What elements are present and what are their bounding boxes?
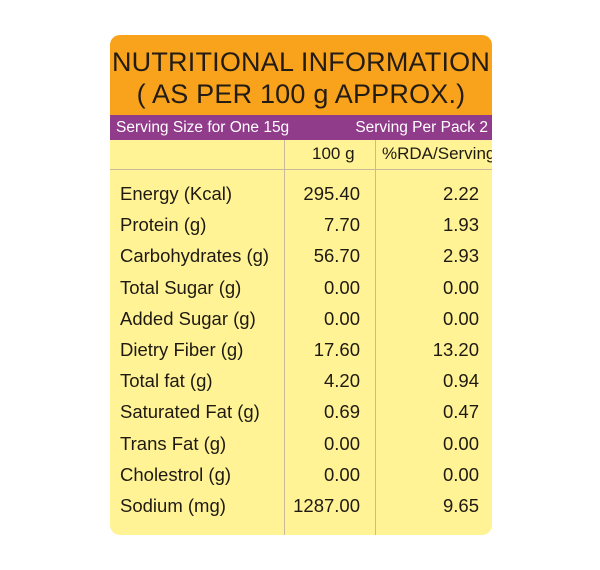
nutrient-per-100g: 0.00 <box>323 432 360 454</box>
column-divider <box>284 140 285 535</box>
nutrition-label: NUTRITIONAL INFORMATION ( AS PER 100 g A… <box>110 35 492 535</box>
nutrient-rda-per-serving: 2.22 <box>442 183 479 204</box>
nutrient-rda-per-serving: 0.00 <box>442 463 479 485</box>
nutrient-name: Total fat (g) <box>120 370 213 392</box>
table-row: Sodium (mg) 1287.00 9.65 <box>110 490 492 521</box>
nutrient-per-100g: 0.00 <box>323 307 360 329</box>
nutrient-name: Sodium (mg) <box>120 494 226 516</box>
nutrient-rda-per-serving: 0.94 <box>442 370 479 392</box>
nutrient-per-100g: 1287.00 <box>293 494 360 516</box>
table-row: Carbohydrates (g) 56.70 2.93 <box>110 240 492 271</box>
table-body: Energy (Kcal) 295.40 2.22 Protein (g) 7.70 1.… <box>110 178 492 521</box>
nutrient-name: Protein (g) <box>120 214 207 236</box>
nutrient-name: Dietry Fiber (g) <box>120 338 244 360</box>
nutrient-rda-per-serving: 0.00 <box>442 276 479 298</box>
nutrient-per-100g: 56.70 <box>313 245 360 267</box>
nutrient-name: Added Sugar (g) <box>120 307 256 329</box>
nutrient-name: Cholestrol (g) <box>120 463 232 485</box>
nutrition-table: 100 g %RDA/Serving Energy (Kcal) 295.40 2.… <box>110 140 492 535</box>
table-row: Trans Fat (g) 0.00 0.00 <box>110 428 492 459</box>
nutrient-rda-per-serving: 2.93 <box>442 245 479 267</box>
column-header-100g: 100 g <box>312 144 355 163</box>
header-title: NUTRITIONAL INFORMATION <box>111 47 491 77</box>
nutrient-name: Trans Fat (g) <box>120 432 227 454</box>
table-row: Total fat (g) 4.20 0.94 <box>110 365 492 396</box>
nutrient-rda-per-serving: 9.65 <box>442 494 479 516</box>
nutrient-rda-per-serving: 0.00 <box>442 307 479 329</box>
nutrient-name: Total Sugar (g) <box>120 276 242 298</box>
nutrient-rda-per-serving: 0.47 <box>442 401 479 423</box>
nutrient-per-100g: 17.60 <box>313 338 360 360</box>
nutrient-rda-per-serving: 0.00 <box>442 432 479 454</box>
nutrient-per-100g: 0.69 <box>323 401 360 423</box>
serving-per-pack-label: Serving Per Pack 2 <box>355 119 488 136</box>
nutrient-per-100g: 4.20 <box>323 370 360 392</box>
column-divider <box>375 140 376 535</box>
table-row: Total Sugar (g) 0.00 0.00 <box>110 272 492 303</box>
header-subtitle: ( AS PER 100 g APPROX.) <box>136 79 466 109</box>
nutrient-name: Energy (Kcal) <box>120 183 233 204</box>
nutrient-rda-per-serving: 13.20 <box>432 338 479 360</box>
serving-info-bar: Serving Size for One 15g Serving Per Pac… <box>110 115 492 140</box>
nutrient-per-100g: 295.40 <box>303 183 360 204</box>
nutrient-per-100g: 0.00 <box>323 276 360 298</box>
table-row: Protein (g) 7.70 1.93 <box>110 209 492 240</box>
nutrient-name: Carbohydrates (g) <box>120 245 270 267</box>
nutrition-header: NUTRITIONAL INFORMATION ( AS PER 100 g A… <box>110 35 492 115</box>
nutrient-name: Saturated Fat (g) <box>120 401 260 423</box>
table-row: Cholestrol (g) 0.00 0.00 <box>110 459 492 490</box>
table-row: Saturated Fat (g) 0.69 0.47 <box>110 396 492 427</box>
nutrient-rda-per-serving: 1.93 <box>442 214 479 236</box>
nutrient-per-100g: 0.00 <box>323 463 360 485</box>
table-row: Added Sugar (g) 0.00 0.00 <box>110 303 492 334</box>
table-header-row: 100 g %RDA/Serving <box>110 140 492 170</box>
column-header-rda: %RDA/Serving <box>382 144 492 163</box>
table-row: Energy (Kcal) 295.40 2.22 <box>110 178 492 209</box>
nutrient-per-100g: 7.70 <box>323 214 360 236</box>
serving-size-label: Serving Size for One 15g <box>116 119 290 136</box>
table-row: Dietry Fiber (g) 17.60 13.20 <box>110 334 492 365</box>
